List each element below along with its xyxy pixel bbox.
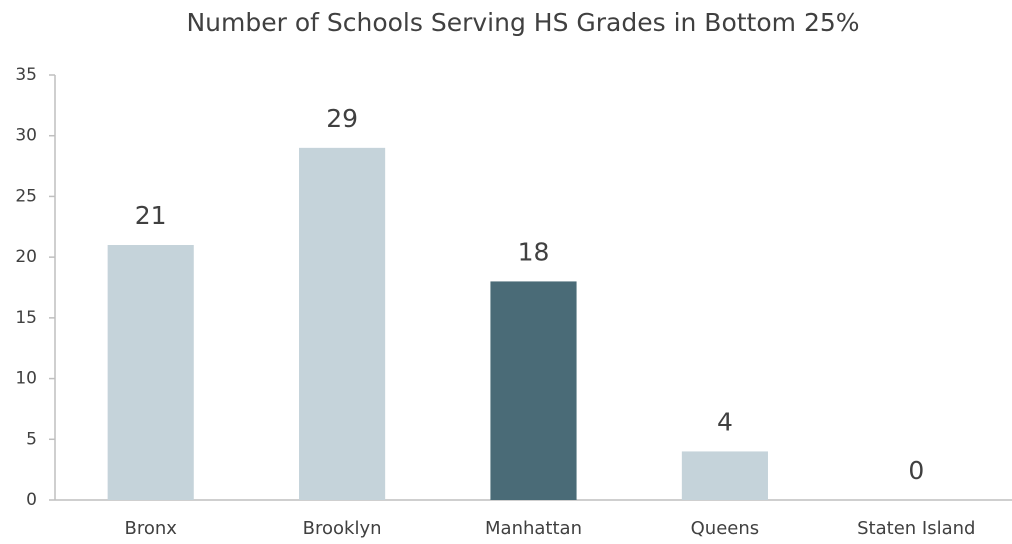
bar — [107, 245, 194, 500]
x-tick-label: Bronx — [124, 518, 177, 539]
data-label: 21 — [135, 201, 167, 230]
bar — [299, 147, 386, 500]
y-tick-label: 35 — [15, 65, 37, 85]
x-tick-label: Manhattan — [485, 518, 582, 539]
y-tick-label: 0 — [26, 490, 37, 510]
data-label: 4 — [717, 407, 733, 436]
y-tick-label: 25 — [15, 186, 37, 206]
x-tick-label: Queens — [691, 518, 760, 539]
y-tick-label: 10 — [15, 369, 37, 389]
y-tick-label: 30 — [15, 126, 37, 146]
bar — [490, 281, 577, 500]
y-tick-label: 20 — [15, 247, 37, 267]
bar — [681, 451, 768, 500]
y-tick-label: 15 — [15, 308, 37, 328]
data-label: 29 — [326, 104, 358, 133]
x-tick-label: Staten Island — [857, 518, 975, 539]
y-tick-label: 5 — [26, 429, 37, 449]
x-tick-label: Brooklyn — [303, 518, 382, 539]
data-label: 0 — [908, 456, 924, 485]
chart-title: Number of Schools Serving HS Grades in B… — [186, 8, 859, 37]
data-label: 18 — [518, 237, 550, 266]
